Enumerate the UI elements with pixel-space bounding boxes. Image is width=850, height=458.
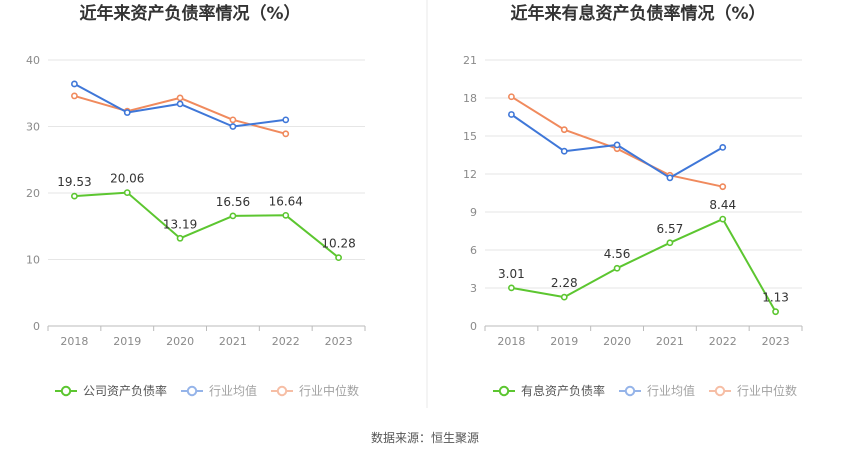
legend-swatch-marker bbox=[498, 385, 510, 397]
data-point-industry_avg bbox=[123, 109, 131, 116]
data-label: 20.06 bbox=[110, 172, 144, 186]
x-tick-label: 2021 bbox=[219, 335, 247, 348]
data-point-company bbox=[335, 254, 342, 262]
legend-label: 行业均值 bbox=[647, 383, 695, 398]
data-point-company bbox=[666, 239, 674, 247]
y-tick-label: 3 bbox=[470, 282, 477, 295]
x-tick-label: 2023 bbox=[762, 335, 790, 348]
data-label: 2.28 bbox=[551, 276, 578, 290]
data-label: 13.19 bbox=[163, 217, 197, 231]
interest-bearing-debt-ratio-chart: 近年来有息资产负债率情况（%） 0 3 6 9 12 15 18 21 2018 2019 2020 2… bbox=[463, 3, 803, 398]
data-point-industry_avg bbox=[666, 174, 674, 182]
chart-title: 近年来资产负债率情况（%） bbox=[79, 3, 300, 24]
data-point-industry_median bbox=[229, 116, 237, 124]
y-tick-label: 18 bbox=[463, 92, 477, 105]
data-point-company bbox=[772, 308, 779, 316]
data-point-industry_avg bbox=[176, 100, 184, 108]
data-label: 16.56 bbox=[216, 195, 250, 209]
legend-label: 行业均值 bbox=[209, 383, 257, 398]
data-point-company bbox=[229, 212, 237, 220]
data-point-industry_avg bbox=[282, 116, 290, 124]
debt-ratio-chart: 近年来资产负债率情况（%） 0 10 20 30 40 2018 2019 2020 2021 20… bbox=[26, 3, 366, 398]
y-tick-label: 30 bbox=[26, 121, 40, 134]
series-line-company bbox=[74, 191, 340, 259]
y-tick-label: 6 bbox=[470, 244, 477, 257]
data-label: 3.01 bbox=[498, 267, 525, 281]
y-tick-label: 15 bbox=[463, 130, 477, 143]
series-line-company bbox=[511, 218, 777, 313]
y-tick-label: 9 bbox=[470, 206, 477, 219]
data-point-industry_median bbox=[176, 94, 184, 102]
data-point-industry_avg bbox=[71, 80, 78, 88]
x-tick-label: 2022 bbox=[709, 335, 737, 348]
data-point-company bbox=[71, 192, 78, 200]
data-point-industry_median bbox=[719, 183, 727, 191]
x-tick-label: 2020 bbox=[603, 335, 631, 348]
y-tick-label: 20 bbox=[26, 187, 40, 200]
chart-title: 近年来有息资产负债率情况（%） bbox=[510, 3, 765, 24]
legend-label: 有息资产负债率 bbox=[521, 383, 605, 398]
y-tick-label: 0 bbox=[33, 320, 40, 333]
data-point-industry_median bbox=[71, 92, 78, 100]
legend-label: 行业中位数 bbox=[737, 383, 797, 398]
x-tick-label: 2020 bbox=[166, 335, 194, 348]
legend-item-industry_median: 行业中位数 bbox=[271, 383, 359, 398]
data-label: 16.64 bbox=[269, 194, 303, 208]
x-tick-label: 2019 bbox=[113, 335, 141, 348]
y-tick-label: 0 bbox=[470, 320, 477, 333]
data-label: 19.53 bbox=[57, 175, 91, 189]
data-point-company bbox=[719, 215, 727, 223]
legend-item-industry_median: 行业中位数 bbox=[709, 383, 797, 398]
legend-label: 公司资产负债率 bbox=[83, 383, 167, 398]
legend-swatch-marker bbox=[60, 385, 72, 397]
legend-swatch-marker bbox=[624, 385, 636, 397]
legend-swatch-marker bbox=[714, 385, 726, 397]
data-point-industry_avg bbox=[719, 143, 727, 151]
data-label: 1.13 bbox=[762, 291, 789, 305]
data-point-company bbox=[176, 234, 184, 242]
data-point-industry_avg bbox=[508, 111, 515, 118]
x-tick-label: 2021 bbox=[656, 335, 684, 348]
data-point-industry_avg bbox=[613, 141, 621, 149]
data-label: 6.57 bbox=[657, 222, 684, 236]
data-point-industry_avg bbox=[560, 147, 568, 155]
legend-item-company: 有息资产负债率 bbox=[493, 383, 605, 398]
legend-item-company: 公司资产负债率 bbox=[55, 383, 167, 398]
data-label: 8.44 bbox=[709, 198, 736, 212]
data-point-industry_avg bbox=[229, 123, 237, 130]
legend-item-industry_avg: 行业均值 bbox=[181, 383, 257, 398]
data-label: 4.56 bbox=[604, 247, 631, 261]
data-point-industry_median bbox=[508, 93, 515, 101]
data-point-company bbox=[282, 211, 290, 219]
legend-item-industry_avg: 行业均值 bbox=[619, 383, 695, 398]
data-point-company bbox=[560, 293, 568, 301]
x-tick-label: 2018 bbox=[60, 335, 88, 348]
legend-swatch-marker bbox=[276, 385, 288, 397]
x-tick-label: 2022 bbox=[272, 335, 300, 348]
legend-swatch-marker bbox=[186, 385, 198, 397]
data-point-company bbox=[613, 264, 621, 272]
x-tick-label: 2018 bbox=[497, 335, 525, 348]
x-tick-label: 2023 bbox=[325, 335, 353, 348]
legend-label: 行业中位数 bbox=[299, 383, 359, 398]
data-label: 10.28 bbox=[321, 237, 355, 251]
y-tick-label: 10 bbox=[26, 254, 40, 267]
data-point-company bbox=[123, 189, 131, 197]
y-tick-label: 12 bbox=[463, 168, 477, 181]
data-point-company bbox=[508, 284, 515, 292]
source-note: 数据来源：恒生聚源 bbox=[371, 430, 479, 445]
y-tick-label: 21 bbox=[463, 54, 477, 67]
y-tick-label: 40 bbox=[26, 54, 40, 67]
data-point-industry_median bbox=[282, 130, 290, 138]
data-point-industry_median bbox=[560, 126, 568, 134]
x-tick-label: 2019 bbox=[550, 335, 578, 348]
